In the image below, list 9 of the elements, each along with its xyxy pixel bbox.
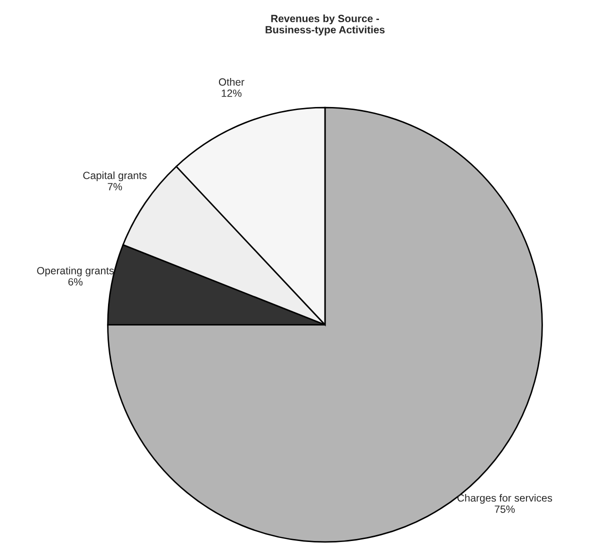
- slice-label: Charges for services: [457, 494, 552, 504]
- chart-title: Revenues by Source - Business-type Activities: [266, 14, 385, 36]
- data-label: 6%: [68, 278, 83, 286]
- slice-label: Capital grants: [83, 171, 147, 182]
- data-label: 12%: [222, 90, 242, 97]
- data-label: 75%: [494, 506, 515, 513]
- slice-label: Operating grants: [37, 266, 114, 276]
- data-label: 7%: [108, 183, 122, 190]
- slice-label: Other: [218, 78, 244, 86]
